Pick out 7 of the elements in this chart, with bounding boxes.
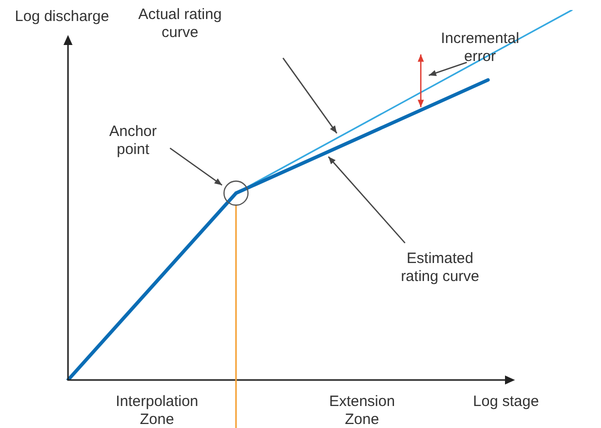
text: Extension Zone [328,393,396,428]
y-axis-title: Log discharge [14,8,110,26]
x-axis-title: Log stage [473,393,539,411]
annotation: Actual rating curve [137,6,223,42]
annotation: Estimated rating curve [400,250,480,286]
annotation: Anchor point [108,123,158,159]
text: Interpolation Zone [114,393,200,428]
